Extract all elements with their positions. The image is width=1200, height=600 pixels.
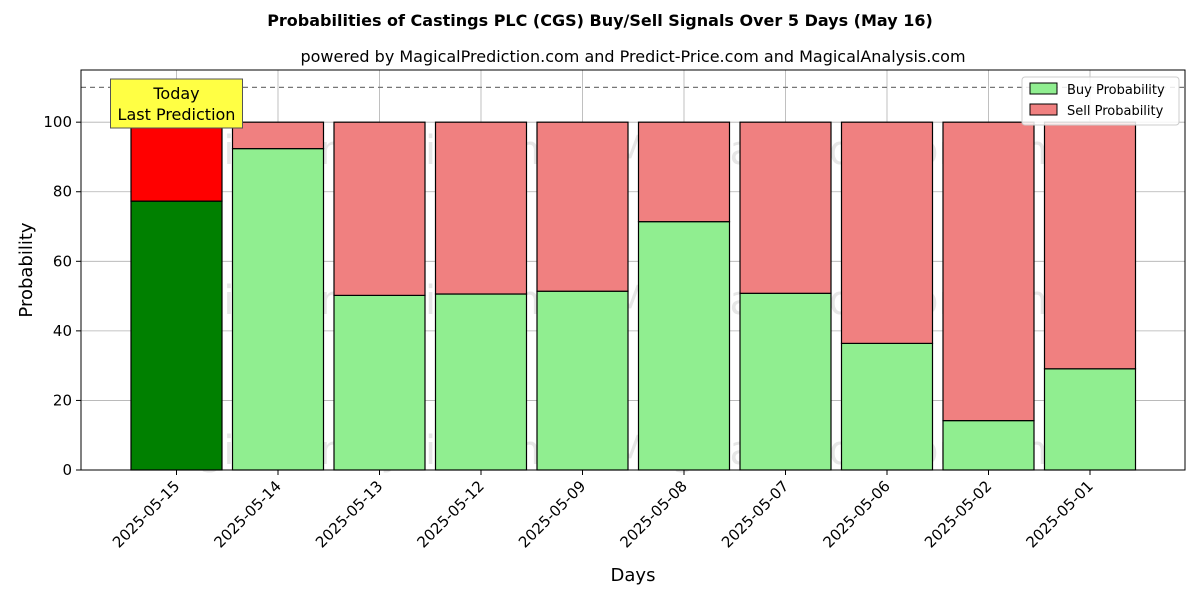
x-tick-label: 2025-05-12 [413, 477, 487, 551]
y-tick-label: 100 [43, 113, 72, 131]
x-ticks: 2025-05-15 2025-05-14 2025-05-13 2025-05-12… [109, 470, 1097, 551]
sell-bar [130, 121, 223, 202]
y-tick-label: 60 [53, 252, 72, 270]
y-axis-label: Probability [16, 222, 37, 317]
sell-bar [536, 121, 629, 292]
x-tick-label: 2025-05-02 [921, 477, 995, 551]
bars [130, 121, 1137, 471]
legend: Buy Probability Sell Probability [1021, 76, 1180, 126]
buy-bar [1043, 368, 1137, 471]
axes [80, 69, 1186, 471]
x-tick-label: 2025-05-06 [819, 477, 893, 551]
x-tick-label: 2025-05-07 [718, 477, 792, 551]
y-tick-label: 20 [53, 391, 72, 409]
y-tick-label: 80 [53, 183, 72, 201]
x-tick-label: 2025-05-15 [109, 477, 183, 551]
sell-bar [840, 121, 934, 344]
annotation-box [110, 78, 243, 129]
chart-title: Probabilities of Castings PLC (CGS) Buy/… [267, 11, 933, 30]
sell-bar [942, 121, 1035, 422]
x-axis-label: Days [611, 565, 656, 586]
annotation-line-1: Today [152, 84, 199, 103]
sell-bar [231, 121, 325, 150]
buy-bar [942, 420, 1035, 471]
y-ticks: 0 20 40 60 80 100 [43, 113, 81, 479]
sell-bar [434, 121, 528, 295]
x-tick-label: 2025-05-01 [1022, 477, 1096, 551]
sell-bar [333, 121, 426, 296]
buy-bar [840, 342, 934, 471]
legend-swatch-buy [1029, 82, 1058, 95]
buy-bar [434, 293, 528, 471]
annotation-line-2: Last Prediction [118, 105, 236, 124]
buy-bar [739, 292, 832, 471]
x-tick-label: 2025-05-08 [616, 477, 690, 551]
y-tick-label: 0 [62, 461, 72, 479]
buy-bar [333, 294, 426, 471]
sell-bar [739, 121, 832, 294]
legend-swatch-sell [1029, 103, 1058, 116]
legend-label-sell: Sell Probability [1067, 104, 1164, 119]
y-tick-label: 40 [53, 322, 72, 340]
sell-bar [637, 121, 731, 223]
x-tick-label: 2025-05-09 [515, 477, 589, 551]
plot-frame [80, 69, 1186, 471]
x-tick-label: 2025-05-13 [312, 477, 386, 551]
buy-bar [231, 148, 325, 471]
today-annotation: Today Last Prediction [110, 78, 243, 129]
buy-bar [130, 200, 223, 471]
sell-bar [1043, 121, 1137, 370]
buy-bar [637, 221, 731, 471]
chart-subtitle: powered by MagicalPrediction.com and Pre… [300, 47, 965, 66]
legend-label-buy: Buy Probability [1067, 83, 1165, 98]
buy-bar [536, 290, 629, 471]
x-tick-label: 2025-05-14 [210, 477, 284, 551]
legend-box [1021, 76, 1180, 126]
